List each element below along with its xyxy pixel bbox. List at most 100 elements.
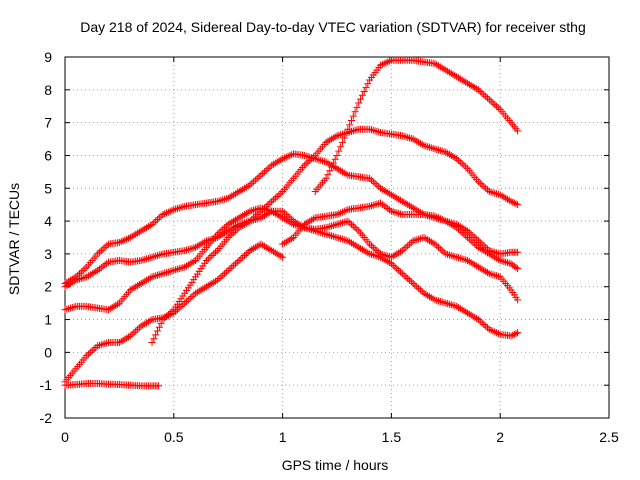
- data-point-marker: [273, 192, 281, 200]
- data-point-marker: [137, 256, 145, 264]
- data-point-marker: [153, 252, 161, 260]
- data-point-marker: [380, 60, 388, 68]
- data-point-marker: [480, 266, 488, 274]
- data-point-marker: [275, 157, 283, 165]
- data-point-marker: [348, 127, 356, 135]
- data-point-marker: [146, 221, 154, 229]
- data-point-marker: [163, 209, 171, 217]
- data-point-marker: [157, 212, 165, 220]
- data-point-marker: [186, 245, 194, 253]
- data-point-marker: [465, 229, 473, 237]
- data-point-marker: [456, 158, 464, 166]
- data-point-marker: [300, 161, 308, 169]
- data-point-marker: [250, 244, 258, 252]
- data-point-marker: [219, 230, 227, 238]
- data-point-marker: [231, 216, 239, 224]
- data-point-marker: [366, 202, 374, 210]
- data-point-marker: [496, 256, 504, 264]
- data-point-marker: [280, 239, 288, 247]
- data-point-marker: [264, 201, 272, 209]
- data-point-marker: [253, 174, 261, 182]
- data-point-marker: [110, 302, 118, 310]
- data-point-marker: [353, 242, 361, 250]
- data-point-marker: [375, 200, 383, 208]
- data-point-marker: [155, 382, 163, 390]
- data-point-marker: [453, 302, 461, 310]
- data-point-marker: [413, 236, 421, 244]
- data-point-marker: [259, 213, 267, 221]
- data-point-marker: [317, 156, 325, 164]
- data-point-marker: [103, 259, 111, 267]
- data-point-marker: [407, 203, 415, 211]
- y-tick-label: 5: [44, 180, 52, 196]
- data-point-marker: [266, 199, 274, 207]
- data-point-marker: [268, 161, 276, 169]
- data-point-marker: [206, 236, 214, 244]
- data-point-marker: [152, 252, 160, 260]
- data-point-marker: [275, 251, 283, 259]
- data-point-marker: [458, 160, 466, 168]
- data-point-marker: [442, 148, 450, 156]
- data-point-marker: [476, 317, 484, 325]
- data-point-marker: [396, 268, 404, 276]
- data-point-marker: [77, 268, 85, 276]
- y-tick-label: 3: [44, 246, 52, 262]
- data-point-marker: [237, 223, 245, 231]
- data-point-marker: [262, 211, 270, 219]
- data-point-marker: [371, 201, 379, 209]
- data-point-marker: [454, 156, 462, 164]
- data-point-marker: [124, 333, 132, 341]
- data-point-marker: [337, 167, 345, 175]
- data-point-marker: [509, 198, 517, 206]
- data-point-marker: [302, 160, 310, 168]
- data-point-marker: [389, 208, 397, 216]
- data-point-marker: [224, 266, 232, 274]
- data-point-marker: [288, 235, 296, 243]
- data-point-marker: [337, 209, 345, 217]
- data-point-marker: [387, 260, 395, 268]
- data-point-marker: [449, 252, 457, 260]
- data-point-marker: [409, 135, 417, 143]
- data-point-marker: [335, 220, 343, 228]
- data-point-marker: [338, 208, 346, 216]
- data-point-marker: [144, 223, 152, 231]
- data-point-marker: [440, 299, 448, 307]
- data-point-marker: [318, 157, 326, 165]
- y-axis-title: SDTVAR / TECUs: [6, 183, 22, 295]
- data-point-marker: [377, 250, 385, 258]
- data-point-marker: [373, 181, 381, 189]
- data-point-marker: [83, 273, 91, 281]
- y-tick-label: 2: [44, 279, 52, 295]
- data-point-marker: [153, 271, 161, 279]
- data-point-marker: [163, 269, 171, 277]
- data-point-marker: [179, 264, 187, 272]
- data-point-marker: [451, 154, 459, 162]
- data-point-marker: [396, 210, 404, 218]
- data-point-marker: [279, 240, 287, 248]
- data-point-marker: [241, 220, 249, 228]
- data-point-marker: [135, 324, 143, 332]
- data-point-marker: [346, 121, 354, 129]
- data-point-marker: [494, 104, 502, 112]
- data-point-marker: [377, 61, 385, 69]
- data-point-marker: [210, 235, 218, 243]
- data-point-marker: [512, 200, 520, 208]
- data-point-marker: [228, 218, 236, 226]
- data-point-marker: [304, 158, 312, 166]
- data-point-marker: [166, 309, 174, 317]
- data-point-marker: [286, 214, 294, 222]
- data-point-marker: [284, 212, 292, 220]
- data-point-marker: [219, 196, 227, 204]
- data-point-marker: [134, 282, 142, 290]
- data-point-marker: [177, 302, 185, 310]
- data-point-marker: [447, 151, 455, 159]
- data-point-marker: [251, 206, 259, 214]
- data-point-marker: [199, 285, 207, 293]
- data-point-marker: [480, 183, 488, 191]
- data-point-marker: [210, 278, 218, 286]
- data-point-marker: [199, 239, 207, 247]
- data-point-marker: [168, 267, 176, 275]
- data-point-marker: [170, 206, 178, 214]
- data-point-marker: [342, 130, 350, 138]
- data-point-marker: [465, 80, 473, 88]
